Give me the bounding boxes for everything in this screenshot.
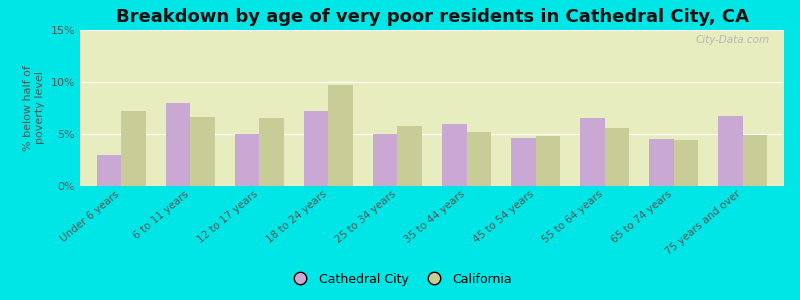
Bar	[466, 132, 490, 186]
Bar	[605, 128, 629, 186]
Bar	[235, 134, 259, 186]
Bar	[650, 139, 674, 186]
Bar	[122, 111, 146, 186]
Bar	[580, 118, 605, 186]
Bar	[442, 124, 466, 186]
Bar	[304, 111, 329, 186]
Title: Breakdown by age of very poor residents in Cathedral City, CA: Breakdown by age of very poor residents …	[115, 8, 749, 26]
Bar	[511, 138, 535, 186]
Bar	[190, 117, 214, 186]
Bar	[374, 134, 398, 186]
Bar	[718, 116, 742, 186]
Bar	[742, 135, 766, 186]
Bar	[259, 118, 284, 186]
Text: City-Data.com: City-Data.com	[696, 35, 770, 45]
Legend: Cathedral City, California: Cathedral City, California	[282, 268, 518, 291]
Bar	[535, 136, 560, 186]
Y-axis label: % below half of
poverty level: % below half of poverty level	[23, 65, 45, 151]
Bar	[166, 103, 190, 186]
Bar	[398, 126, 422, 186]
Bar	[98, 155, 122, 186]
Bar	[674, 140, 698, 186]
Bar	[329, 85, 353, 186]
